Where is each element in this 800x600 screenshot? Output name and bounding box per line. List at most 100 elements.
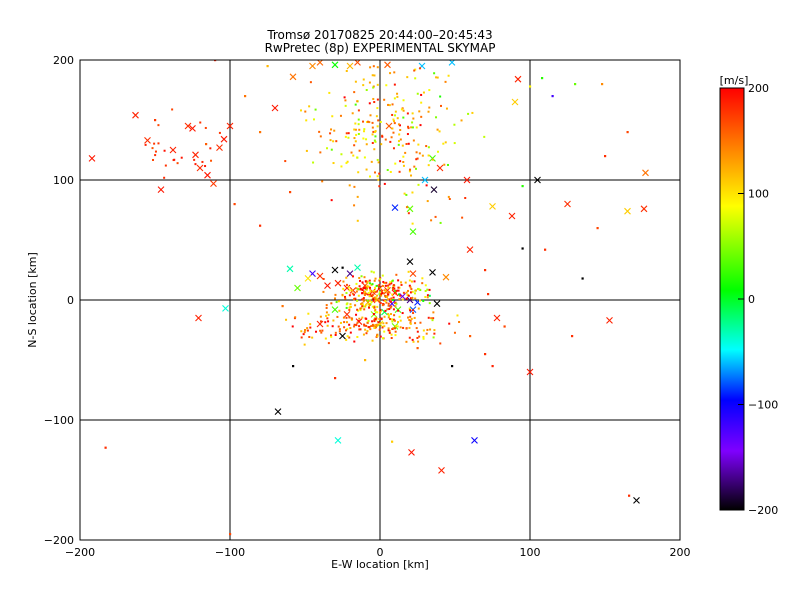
- data-point-dot: [394, 110, 397, 113]
- data-point-dot: [379, 309, 382, 312]
- data-point-dot: [365, 332, 368, 335]
- data-point-dot: [422, 299, 425, 302]
- data-point-dot: [157, 142, 160, 145]
- data-point-dot: [409, 168, 412, 171]
- data-point-dot: [408, 170, 411, 173]
- data-point-dot: [358, 317, 361, 320]
- y-tick-label: −200: [44, 534, 74, 547]
- data-point-dot: [376, 83, 379, 86]
- data-point-dot: [369, 294, 372, 297]
- data-point-dot: [448, 322, 451, 325]
- data-point-dot: [434, 215, 437, 218]
- data-point-dot: [322, 277, 325, 280]
- data-point-cross: [210, 180, 217, 187]
- data-point-dot: [392, 327, 395, 330]
- data-point-dot: [389, 318, 392, 321]
- data-point-cross: [324, 282, 331, 289]
- data-point-dot: [357, 132, 360, 135]
- data-point-cross: [406, 205, 414, 213]
- data-point-dot: [377, 161, 380, 164]
- data-point-dot: [338, 330, 341, 333]
- data-point-dot: [374, 318, 377, 321]
- data-point-dot: [431, 158, 434, 161]
- data-point-dot: [305, 119, 308, 122]
- data-point-dot: [204, 165, 207, 168]
- data-point-dot: [369, 328, 372, 331]
- data-point-cross: [354, 264, 361, 271]
- data-point-dot: [418, 335, 421, 338]
- data-point-dot: [461, 216, 464, 219]
- data-point-dot: [392, 147, 395, 150]
- data-point-dot: [378, 299, 381, 302]
- data-point-dot: [354, 103, 357, 106]
- data-point-dot: [410, 280, 413, 283]
- data-point-dot: [400, 283, 403, 286]
- data-point-dot: [367, 319, 370, 322]
- data-point-cross: [430, 186, 438, 193]
- data-point-dot: [372, 97, 375, 100]
- data-point-dot: [412, 312, 415, 315]
- data-point-dot: [574, 83, 577, 86]
- data-point-dot: [411, 338, 414, 341]
- data-point-dot: [325, 314, 328, 317]
- data-point-dot: [163, 176, 166, 179]
- data-point-dot: [361, 298, 364, 301]
- data-point-cross: [642, 169, 649, 177]
- data-points: [88, 60, 649, 536]
- data-point-dot: [299, 109, 302, 112]
- data-point-dot: [400, 281, 403, 284]
- data-point-dot: [329, 132, 332, 135]
- data-point-dot: [453, 331, 456, 334]
- data-point-dot: [571, 335, 574, 338]
- data-point-dot: [544, 248, 547, 251]
- data-point-dot: [347, 286, 350, 289]
- data-point-dot: [326, 324, 329, 327]
- data-point-dot: [405, 340, 408, 343]
- data-point-dot: [387, 304, 390, 307]
- data-point-dot: [456, 314, 459, 317]
- data-point-dot: [292, 365, 295, 368]
- data-point-dot: [340, 153, 343, 156]
- data-point-dot: [315, 330, 318, 333]
- data-point-dot: [346, 160, 349, 163]
- data-point-dot: [355, 313, 358, 316]
- data-point-dot: [362, 297, 365, 300]
- data-point-cross: [514, 75, 522, 83]
- data-point-dot: [355, 324, 358, 327]
- data-point-dot: [330, 334, 333, 337]
- data-point-cross: [346, 62, 354, 70]
- data-point-dot: [440, 104, 443, 107]
- data-point-dot: [343, 96, 346, 99]
- data-point-dot: [374, 171, 377, 174]
- data-point-dot: [389, 72, 392, 75]
- data-point-cross: [289, 73, 297, 81]
- data-point-dot: [346, 328, 349, 331]
- data-point-dot: [439, 342, 442, 345]
- data-point-dot: [421, 282, 424, 285]
- data-point-dot: [382, 280, 385, 283]
- data-point-dot: [397, 293, 400, 296]
- data-point-dot: [354, 297, 357, 300]
- data-point-dot: [352, 293, 355, 296]
- data-point-dot: [396, 325, 399, 328]
- data-point-dot: [300, 330, 303, 333]
- data-point-dot: [357, 118, 360, 121]
- data-point-dot: [373, 326, 376, 329]
- data-point-dot: [373, 148, 376, 151]
- data-point-dot: [383, 292, 386, 295]
- data-point-dot: [484, 269, 487, 272]
- data-point-dot: [415, 167, 418, 170]
- data-point-dot: [390, 297, 393, 300]
- data-point-cross: [343, 311, 351, 318]
- data-point-dot: [410, 126, 413, 129]
- data-point-dot: [427, 110, 430, 113]
- data-point-dot: [383, 289, 386, 292]
- data-point-dot: [411, 112, 414, 115]
- data-point-dot: [386, 291, 389, 294]
- data-point-dot: [209, 147, 212, 150]
- data-point-dot: [350, 289, 353, 292]
- data-point-dot: [426, 296, 429, 299]
- data-point-dot: [397, 321, 400, 324]
- data-point-dot: [391, 293, 394, 296]
- data-point-dot: [420, 115, 423, 118]
